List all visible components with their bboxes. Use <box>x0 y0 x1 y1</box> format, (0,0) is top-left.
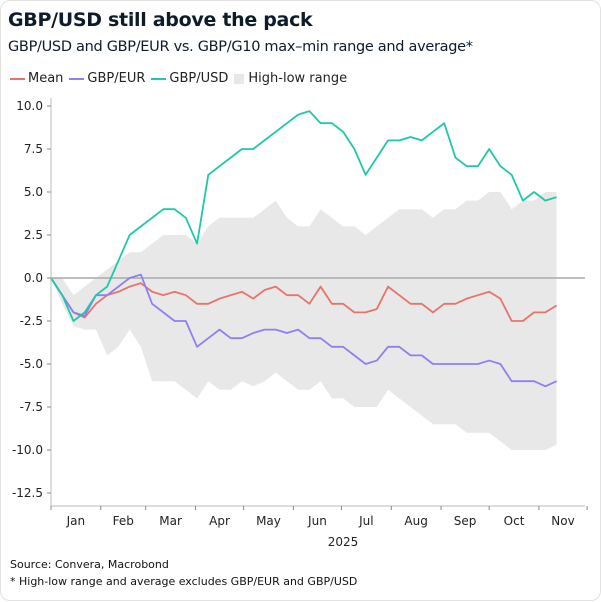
x-tick-label: Sep <box>454 514 477 528</box>
legend-swatch <box>151 77 167 80</box>
footnote: * High-low range and average excludes GB… <box>10 575 358 588</box>
legend: Mean GBP/EUR GBP/USD High-low range <box>10 71 353 86</box>
x-tick-label: May <box>256 514 281 528</box>
series-line-gbp-usd <box>50 110 557 322</box>
chart-subtitle: GBP/USD and GBP/EUR vs. GBP/G10 max–min … <box>8 39 473 55</box>
x-tick-label: Jun <box>307 514 327 528</box>
legend-label: GBP/EUR <box>87 71 146 86</box>
legend-swatch <box>10 77 25 80</box>
y-tick-label: -12.5 <box>12 486 43 500</box>
x-tick-label: Aug <box>404 514 427 528</box>
legend-gbp-eur: GBP/EUR <box>69 71 145 86</box>
y-tick-label: 7.5 <box>24 142 43 156</box>
y-tick-label: 0.0 <box>24 271 43 285</box>
x-tick-label: Feb <box>113 514 134 528</box>
legend-mean: Mean <box>10 71 63 86</box>
y-tick-label: -2.5 <box>20 314 43 328</box>
legend-swatch <box>234 73 245 84</box>
chart-title: GBP/USD still above the pack <box>8 9 313 31</box>
range-area <box>51 192 557 450</box>
x-tick-label: Oct <box>504 514 525 528</box>
y-tick-label: -10.0 <box>12 443 43 457</box>
y-tick-label: -5.0 <box>20 357 43 371</box>
y-tick-label: 2.5 <box>24 228 43 242</box>
x-axis-label: 2025 <box>328 535 359 549</box>
series-line-gbp-eur <box>50 273 557 388</box>
y-tick-label: 5.0 <box>24 185 43 199</box>
y-tick-label: -7.5 <box>20 400 43 414</box>
x-tick-label: Nov <box>551 514 574 528</box>
x-tick-label: Mar <box>159 514 182 528</box>
legend-swatch <box>69 77 85 80</box>
legend-label: Mean <box>28 71 64 86</box>
legend-range: High-low range <box>234 71 347 86</box>
y-tick-label: 10.0 <box>16 99 43 113</box>
series-line-mean <box>50 277 558 322</box>
legend-gbp-usd: GBP/USD <box>151 71 228 86</box>
legend-label: GBP/USD <box>169 71 229 86</box>
legend-label: High-low range <box>248 71 348 86</box>
x-tick-label: Apr <box>209 514 230 528</box>
source-note: Source: Convera, Macrobond <box>10 558 169 571</box>
x-tick-label: Jul <box>358 514 373 528</box>
x-tick-label: Jan <box>66 514 86 528</box>
